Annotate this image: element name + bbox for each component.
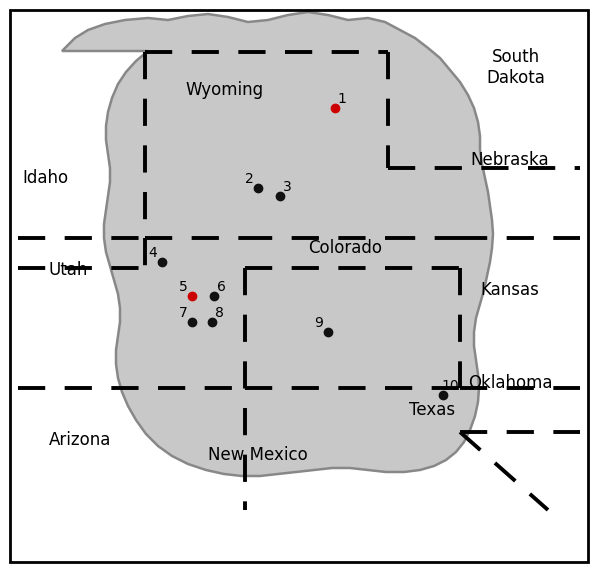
Text: Nebraska: Nebraska <box>470 151 550 169</box>
Text: 2: 2 <box>245 172 253 186</box>
Text: Kansas: Kansas <box>481 281 539 299</box>
Text: 4: 4 <box>149 246 157 260</box>
Text: Arizona: Arizona <box>49 431 111 449</box>
Text: 3: 3 <box>283 180 292 194</box>
Text: 1: 1 <box>338 92 346 106</box>
Text: Texas: Texas <box>409 401 455 419</box>
Text: 6: 6 <box>217 280 226 294</box>
Text: 5: 5 <box>179 280 187 294</box>
Text: 10: 10 <box>441 379 459 393</box>
Text: 7: 7 <box>179 306 187 320</box>
Text: South
Dakota: South Dakota <box>487 48 545 87</box>
Text: 8: 8 <box>215 306 223 320</box>
Text: Idaho: Idaho <box>22 169 68 187</box>
Text: Colorado: Colorado <box>308 239 382 257</box>
Text: 9: 9 <box>314 316 323 330</box>
Text: New Mexico: New Mexico <box>208 446 308 464</box>
Polygon shape <box>62 12 493 476</box>
Text: Utah: Utah <box>49 261 88 279</box>
Text: Oklahoma: Oklahoma <box>468 374 552 392</box>
Text: Wyoming: Wyoming <box>186 81 264 99</box>
